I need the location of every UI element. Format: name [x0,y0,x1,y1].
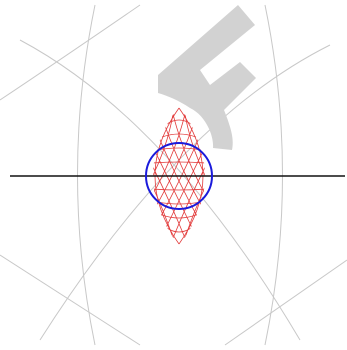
arc-upper-left [19,39,301,341]
f-letter-shape [158,5,256,150]
grid-line [161,214,197,219]
grid-line [161,133,197,138]
arc-top-left-small [0,4,141,101]
grid-line [153,113,174,239]
grid-line [153,188,205,191]
grid-line [184,113,205,239]
arc-bottom-right-small [224,259,347,346]
arc-left-tall [77,4,96,346]
grid-line [184,113,205,239]
grid-line [166,227,192,233]
arc-upper-right [39,44,331,341]
grid-line [153,161,205,164]
outer-arcs [0,4,347,346]
arc-bottom-left-small [0,254,141,346]
grid-line [156,201,202,205]
blue-circle [145,142,213,210]
arc-right-tall [264,4,283,346]
grid-line [153,113,174,239]
grid-line [166,119,192,125]
